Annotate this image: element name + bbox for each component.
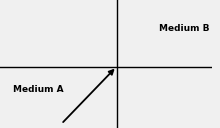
Text: Medium B: Medium B (159, 24, 210, 33)
Text: Medium A: Medium A (13, 85, 63, 94)
